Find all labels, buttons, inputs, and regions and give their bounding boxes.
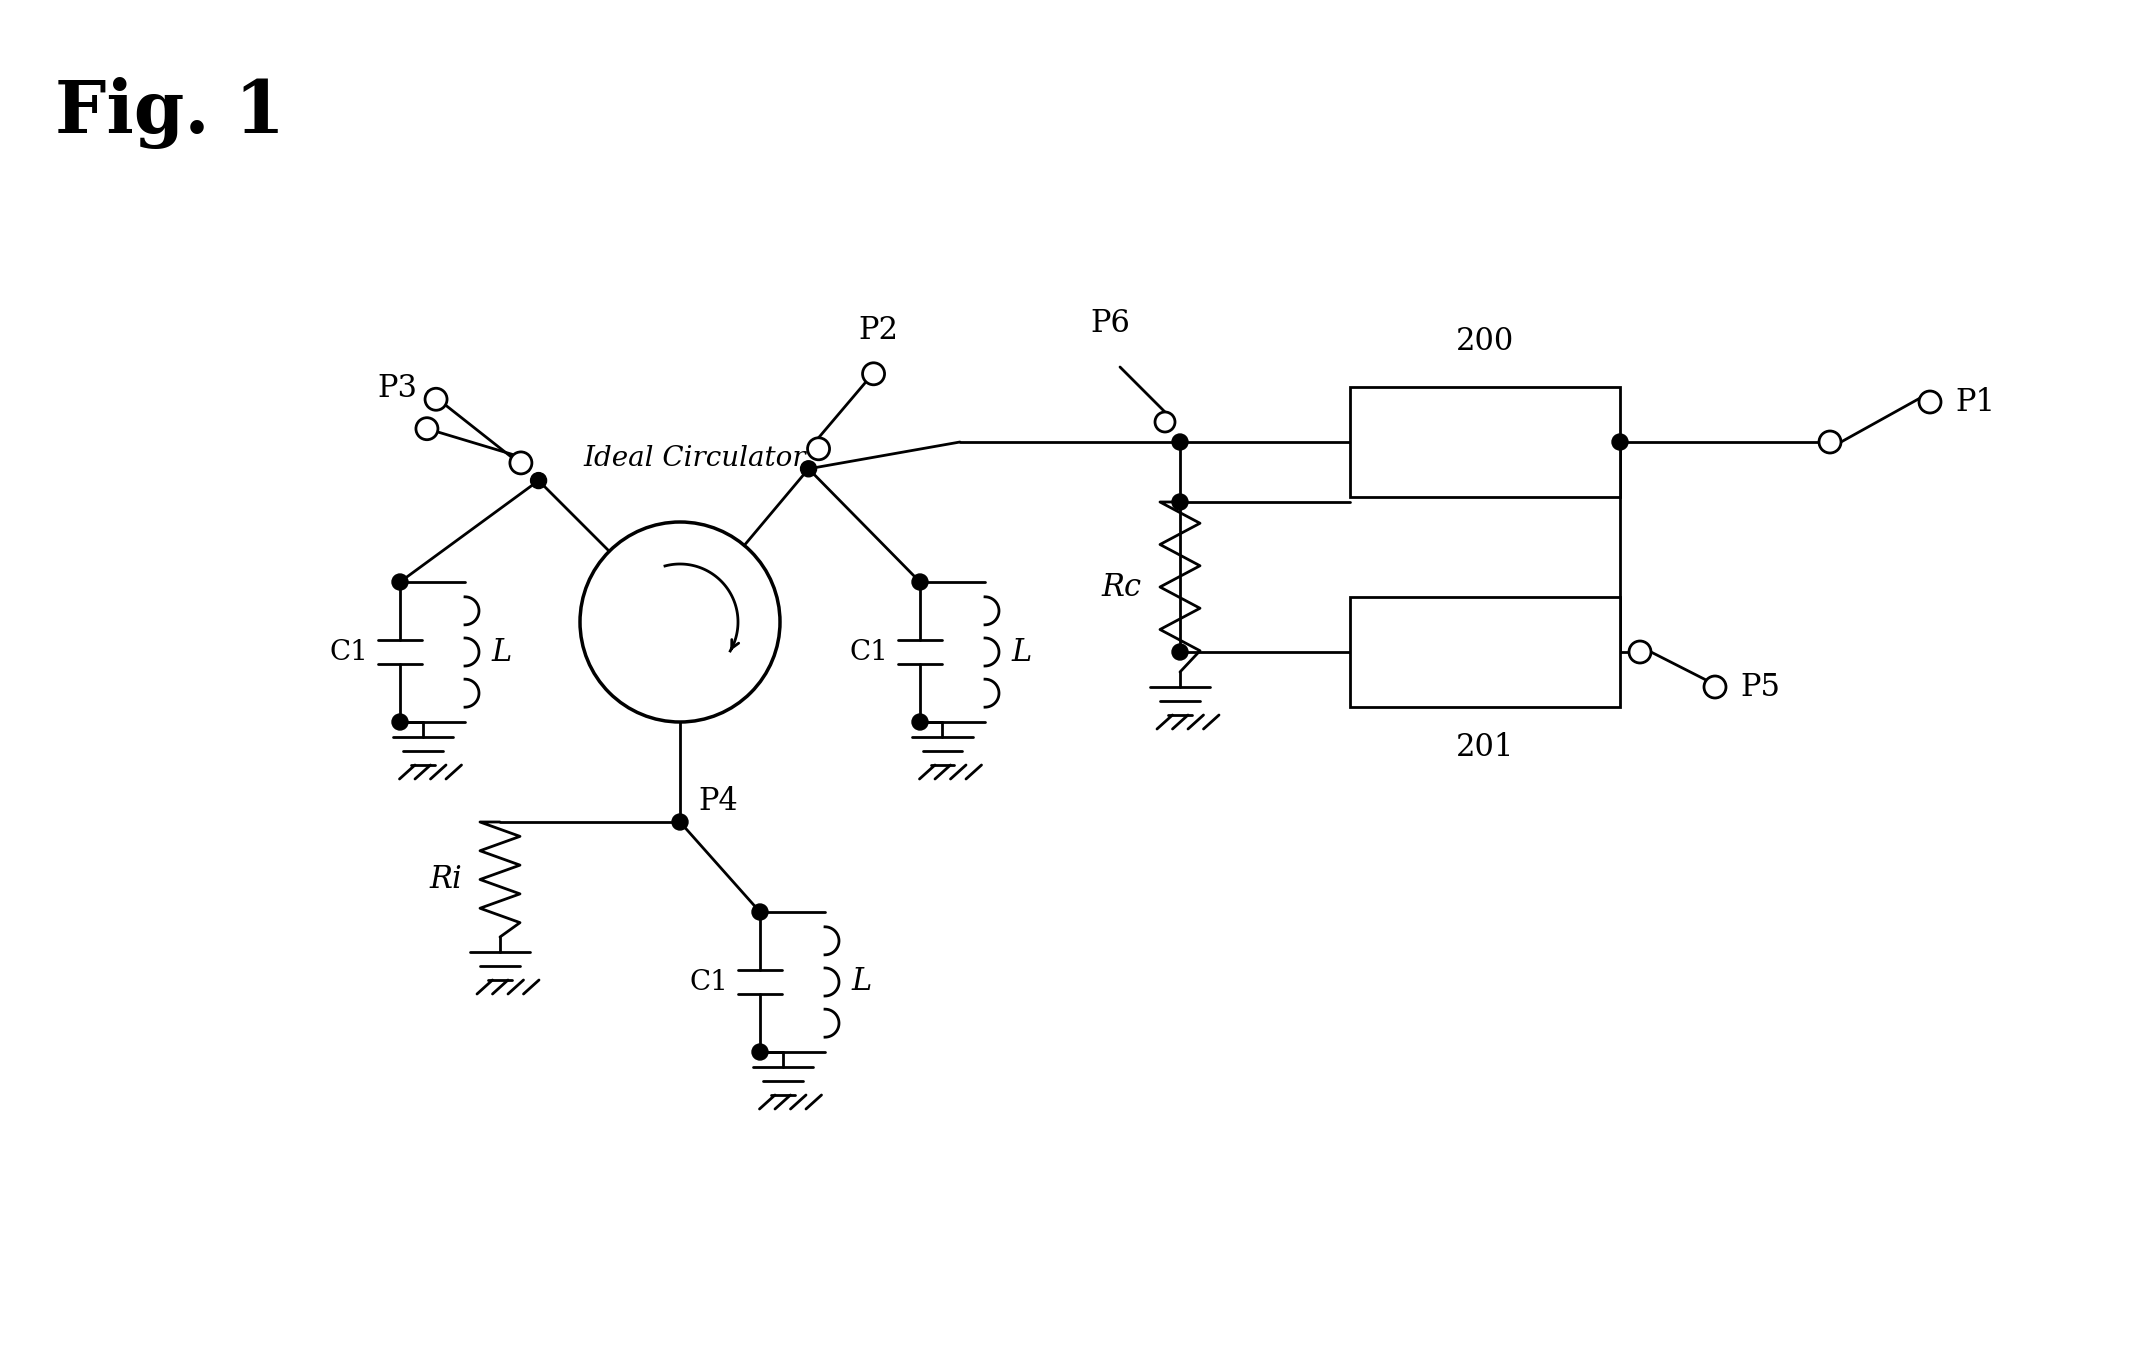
Text: L: L bbox=[1011, 636, 1031, 667]
Circle shape bbox=[752, 1045, 767, 1060]
Text: P2: P2 bbox=[859, 315, 898, 346]
Circle shape bbox=[801, 460, 816, 477]
Circle shape bbox=[1819, 430, 1841, 454]
Circle shape bbox=[913, 714, 928, 730]
Text: P4: P4 bbox=[699, 786, 737, 817]
Circle shape bbox=[392, 714, 407, 730]
Circle shape bbox=[392, 573, 407, 590]
Circle shape bbox=[424, 388, 448, 410]
Circle shape bbox=[752, 904, 767, 919]
Text: 201: 201 bbox=[1455, 731, 1515, 763]
Circle shape bbox=[913, 573, 928, 590]
Circle shape bbox=[1172, 494, 1187, 509]
Text: P5: P5 bbox=[1740, 671, 1781, 703]
Circle shape bbox=[864, 362, 885, 385]
Text: Ri: Ri bbox=[429, 864, 463, 895]
Text: L: L bbox=[491, 636, 512, 667]
Circle shape bbox=[531, 473, 546, 489]
Bar bbox=[1350, 387, 1620, 497]
Circle shape bbox=[1918, 391, 1942, 413]
Text: C1: C1 bbox=[690, 968, 729, 996]
Circle shape bbox=[1704, 676, 1725, 697]
Circle shape bbox=[1155, 411, 1174, 432]
Text: Fig. 1: Fig. 1 bbox=[56, 78, 285, 148]
Circle shape bbox=[1172, 644, 1187, 661]
Circle shape bbox=[808, 437, 829, 460]
Text: 200: 200 bbox=[1455, 326, 1515, 357]
Circle shape bbox=[1612, 434, 1629, 449]
Text: C1: C1 bbox=[330, 639, 369, 666]
Circle shape bbox=[416, 418, 437, 440]
Text: L: L bbox=[851, 967, 872, 997]
Text: P1: P1 bbox=[1954, 387, 1995, 418]
Circle shape bbox=[673, 814, 688, 829]
Circle shape bbox=[1629, 642, 1650, 663]
Text: Ideal Circulator: Ideal Circulator bbox=[583, 445, 806, 473]
Circle shape bbox=[1172, 434, 1187, 449]
Text: C1: C1 bbox=[849, 639, 887, 666]
Bar bbox=[1350, 597, 1620, 707]
Text: Rc: Rc bbox=[1102, 572, 1142, 602]
Circle shape bbox=[510, 452, 531, 474]
Text: P6: P6 bbox=[1091, 308, 1129, 339]
Text: P3: P3 bbox=[377, 373, 418, 403]
